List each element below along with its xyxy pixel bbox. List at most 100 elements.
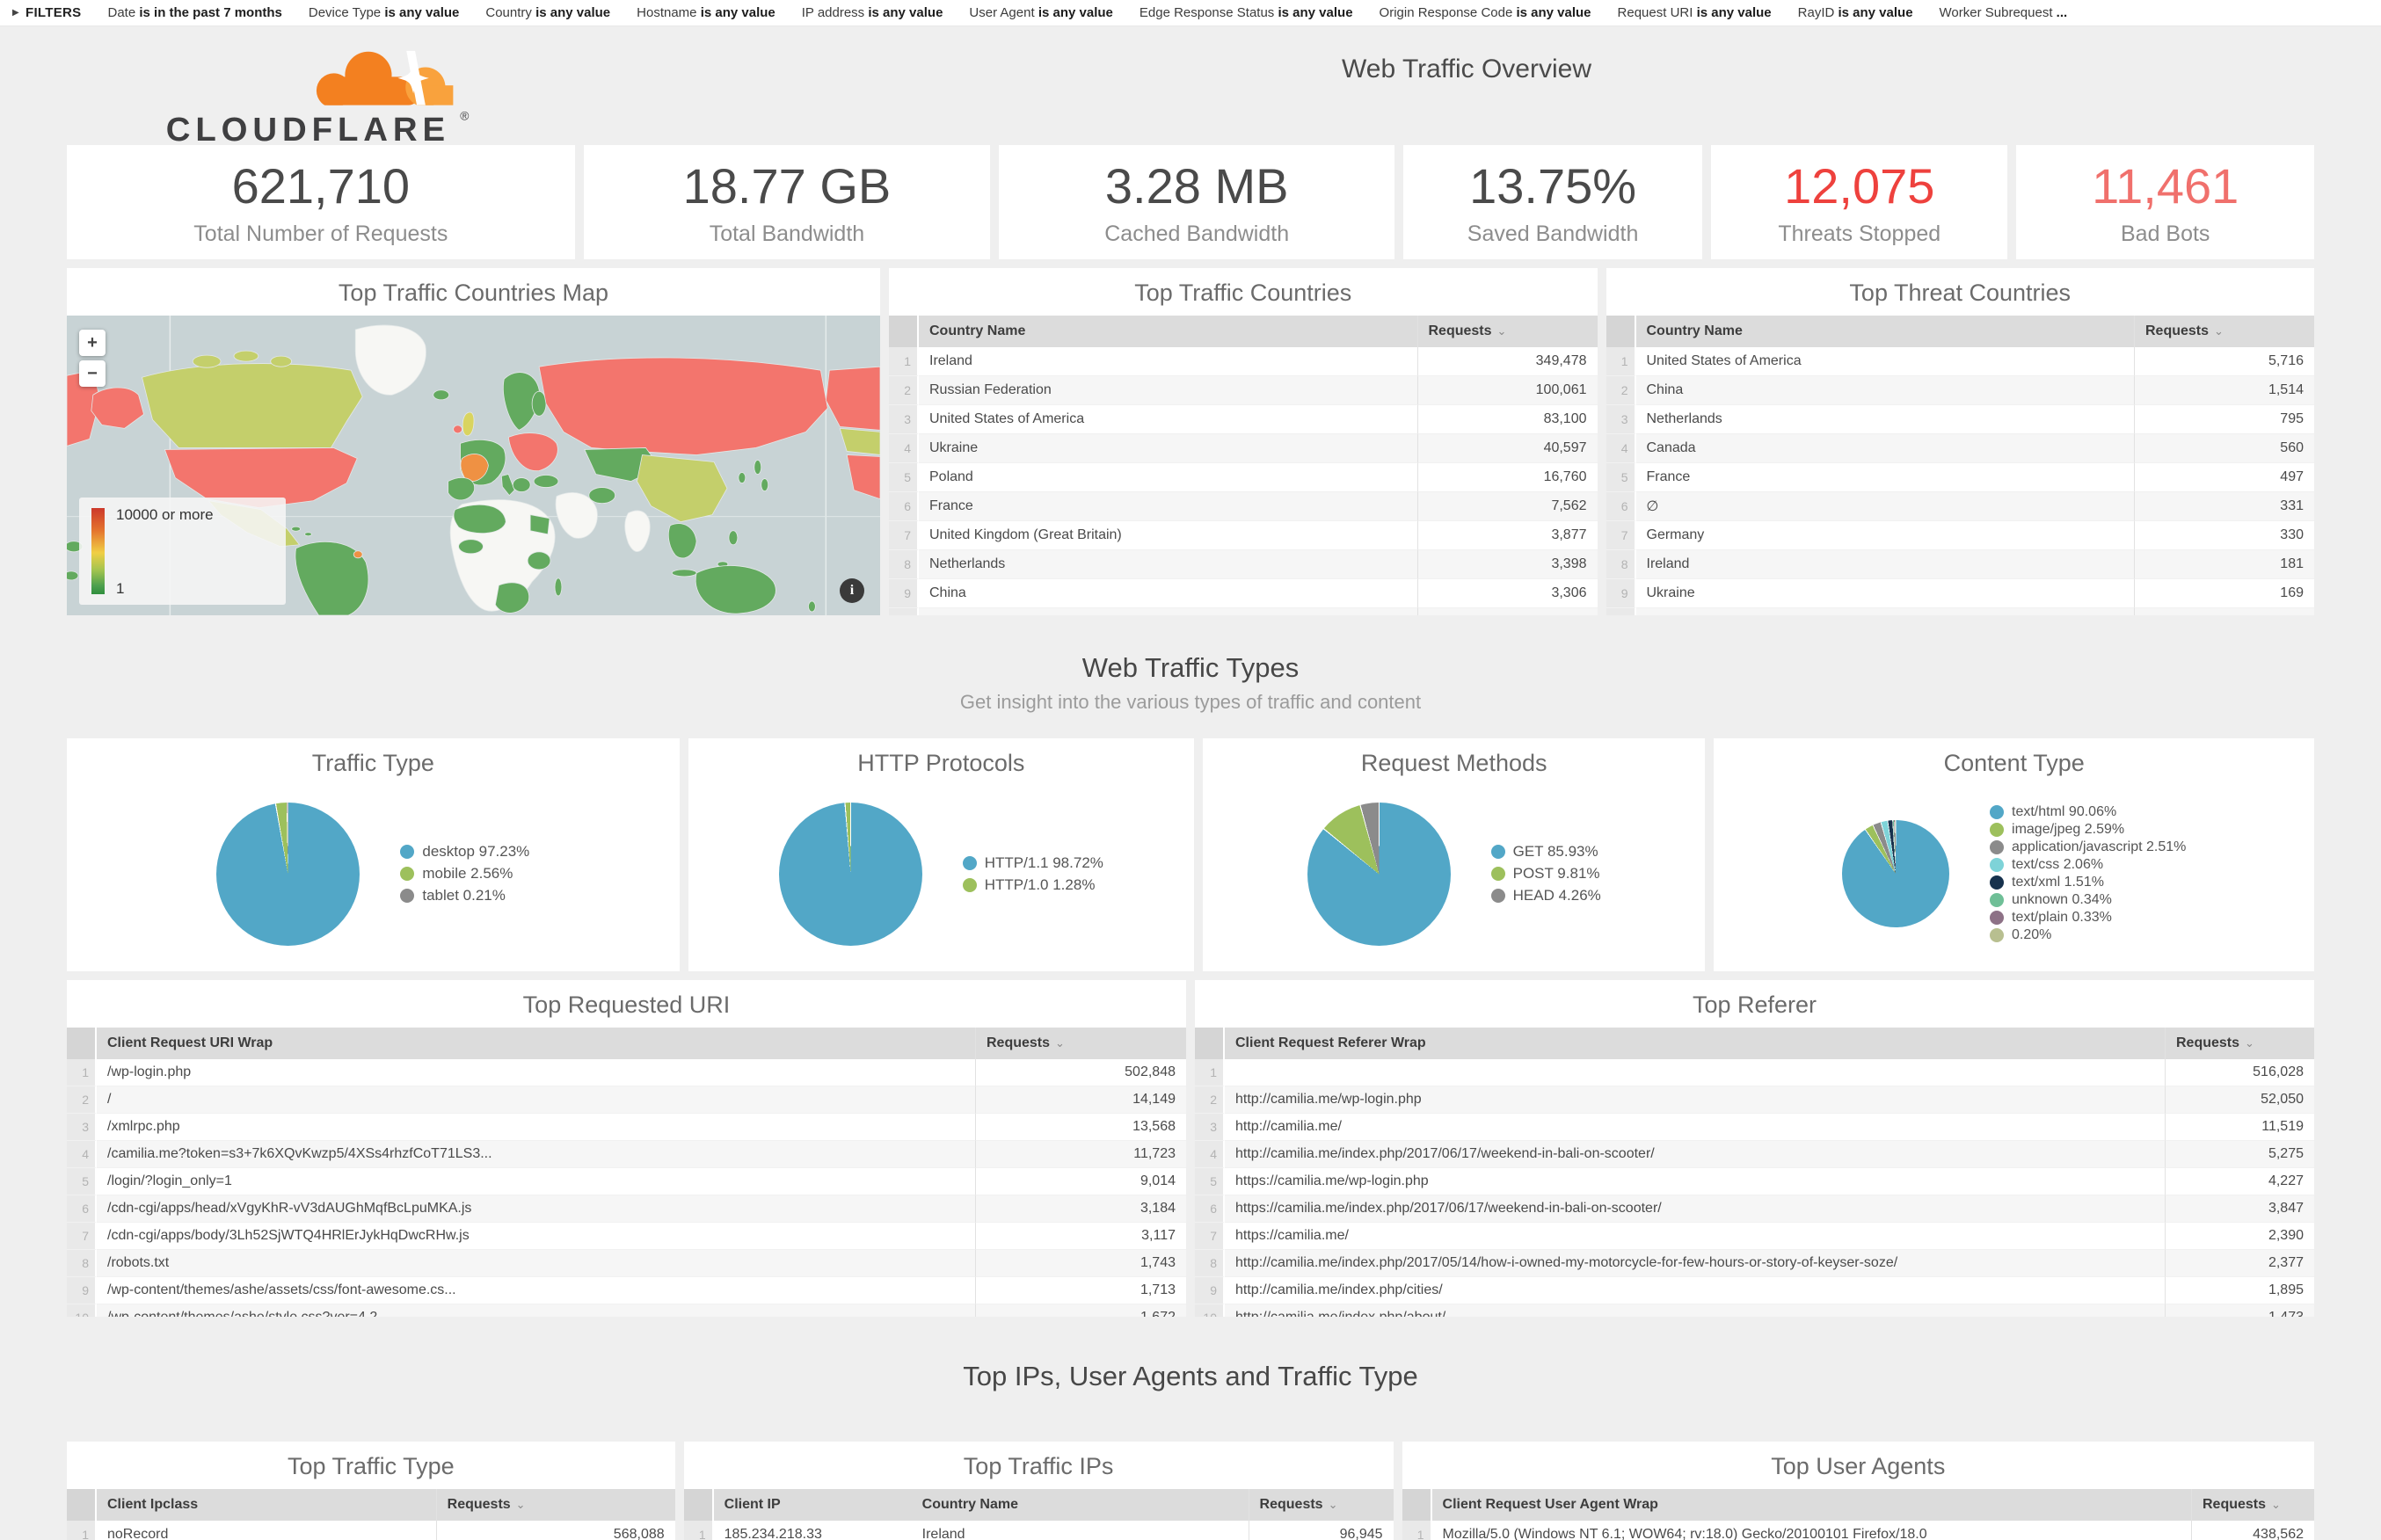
map-info-button[interactable]: i xyxy=(840,578,864,603)
legend-swatch-icon xyxy=(1990,928,2005,942)
table-row[interactable]: 7/cdn-cgi/apps/body/3Lh52SjWTQ4HRlErJykH… xyxy=(67,1223,1186,1250)
content-type-card: Content Type text/html 90.06% image/jpeg … xyxy=(1714,738,2314,971)
column-header-referer[interactable]: Client Request Referer Wrap xyxy=(1225,1028,2165,1059)
table-row[interactable]: 3/xmlrpc.php 13,568 xyxy=(67,1114,1186,1141)
column-header-ipclass[interactable]: Client Ipclass xyxy=(97,1489,436,1521)
table-row[interactable]: 6/cdn-cgi/apps/head/xVgyKhR-vV3dAUGhMqfB… xyxy=(67,1195,1186,1223)
card-title: Top Traffic Type xyxy=(288,1453,455,1479)
legend-swatch-icon xyxy=(1990,875,2005,890)
traffic-type-legend: desktop 97.23% mobile 2.56% tablet 0.21% xyxy=(400,843,529,904)
table-row[interactable]: 7 United Kingdom (Great Britain) 3,877 xyxy=(889,521,1598,550)
table-row[interactable]: 4 http://camilia.me/index.php/2017/06/17/… xyxy=(1195,1141,2314,1168)
table-row[interactable]: 5 France 497 xyxy=(1606,463,2314,492)
filter-item[interactable]: Origin Response Code is any value xyxy=(1379,5,1591,20)
column-header-country[interactable]: Country Name xyxy=(911,1489,1249,1521)
top-threat-countries-table: Country Name Requests ⌄ 1 United States of… xyxy=(1606,316,2314,615)
table-row[interactable]: 4 Ukraine 40,597 xyxy=(889,434,1598,463)
table-row[interactable]: 6 France 7,562 xyxy=(889,492,1598,521)
legend-swatch-icon xyxy=(1990,823,2005,837)
table-row[interactable]: 8 http://camilia.me/index.php/2017/05/14/… xyxy=(1195,1250,2314,1277)
table-row[interactable]: 10/wp-content/themes/ashe/style.css?ver=… xyxy=(67,1304,1186,1317)
legend-item: text/xml 1.51% xyxy=(1990,875,2186,890)
filters-toggle[interactable]: ▶ FILTERS xyxy=(12,5,81,20)
table-row[interactable]: 2 http://camilia.me/wp-login.php 52,050 xyxy=(1195,1086,2314,1114)
map-legend-gradient xyxy=(91,508,105,594)
filter-item[interactable]: Device Type is any value xyxy=(308,5,460,20)
section-title-traffic-types: Web Traffic Types xyxy=(1081,652,1300,683)
kpi-total-requests: 621,710 Total Number of Requests xyxy=(67,145,575,259)
table-row[interactable]: 10Canada3,215 xyxy=(889,608,1598,615)
table-row[interactable]: 10http://camilia.me/index.php/about/1,47… xyxy=(1195,1304,2314,1317)
table-row[interactable]: 8 Netherlands 3,398 xyxy=(889,550,1598,579)
filter-item[interactable]: Hostname is any value xyxy=(637,5,775,20)
table-row[interactable]: 5/login/?login_only=1 9,014 xyxy=(67,1168,1186,1195)
column-header-requests[interactable]: Requests ⌄ xyxy=(1416,316,1598,347)
http-protocols-pie-chart[interactable] xyxy=(778,802,922,946)
table-row[interactable]: 4/camilia.me?token=s3+7k6XQvKwzp5/4XSs4r… xyxy=(67,1141,1186,1168)
column-header-uri[interactable]: Client Request URI Wrap xyxy=(97,1028,975,1059)
cloudflare-logo: CLOUDFLARE ® xyxy=(165,40,513,152)
column-header-requests[interactable]: Requests ⌄ xyxy=(1248,1489,1394,1521)
table-row[interactable]: 2 China 1,514 xyxy=(1606,376,2314,405)
table-row[interactable]: 1 Ireland 349,478 xyxy=(889,347,1598,376)
column-header-requests[interactable]: Requests ⌄ xyxy=(975,1028,1186,1059)
filter-item[interactable]: Country is any value xyxy=(485,5,611,20)
table-row[interactable]: 5 Poland 16,760 xyxy=(889,463,1598,492)
table-row[interactable]: 5 https://camilia.me/wp-login.php 4,227 xyxy=(1195,1168,2314,1195)
legend-swatch-icon xyxy=(400,867,415,881)
column-header-requests[interactable]: Requests ⌄ xyxy=(2191,1489,2314,1521)
table-row[interactable]: 7 Germany 330 xyxy=(1606,521,2314,550)
table-row[interactable]: 4 Canada 560 xyxy=(1606,434,2314,463)
table-row[interactable]: 1 Mozilla/5.0 (Windows NT 6.1; WOW64; rv:… xyxy=(1402,1521,2314,1540)
traffic-type-pie-chart[interactable] xyxy=(216,802,360,946)
table-row[interactable]: 9 Ukraine 169 xyxy=(1606,579,2314,608)
filter-item[interactable]: RayID is any value xyxy=(1797,5,1913,20)
legend-item: HTTP/1.1 98.72% xyxy=(962,854,1103,872)
column-header-country[interactable]: Country Name xyxy=(919,316,1417,347)
column-header-requests[interactable]: Requests ⌄ xyxy=(2134,316,2314,347)
table-row[interactable]: 9/wp-content/themes/ashe/assets/css/font… xyxy=(67,1277,1186,1304)
table-row[interactable]: 6 https://camilia.me/index.php/2017/06/17… xyxy=(1195,1195,2314,1223)
table-row[interactable]: 2 Russian Federation 100,061 xyxy=(889,376,1598,405)
filter-item[interactable]: Edge Response Status is any value xyxy=(1139,5,1353,20)
legend-swatch-icon xyxy=(1990,858,2005,872)
request-methods-pie-chart[interactable] xyxy=(1307,802,1451,946)
filter-item[interactable]: Request URI is any value xyxy=(1617,5,1772,20)
table-row[interactable]: 1 noRecord 568,088 xyxy=(67,1521,675,1540)
column-header-requests[interactable]: Requests ⌄ xyxy=(2165,1028,2314,1059)
table-row[interactable]: 3 http://camilia.me/11,519 xyxy=(1195,1114,2314,1141)
map-zoom-in-button[interactable]: + xyxy=(79,330,106,356)
legend-swatch-icon xyxy=(1490,889,1505,903)
filter-item[interactable]: User Agent is any value xyxy=(969,5,1113,20)
filter-item[interactable]: IP address is any value xyxy=(801,5,943,20)
table-row[interactable]: 6 ∅ 331 xyxy=(1606,492,2314,521)
table-row[interactable]: 3 United States of America 83,100 xyxy=(889,405,1598,434)
table-row[interactable]: 10Singapore158 xyxy=(1606,608,2314,615)
column-header-user-agent[interactable]: Client Request User Agent Wrap xyxy=(1431,1489,2191,1521)
table-row[interactable]: 2/14,149 xyxy=(67,1086,1186,1114)
kpi-value: 12,075 xyxy=(1784,158,1935,214)
table-row[interactable]: 1 185.234.218.33 Ireland 96,945 xyxy=(683,1521,1394,1540)
table-row[interactable]: 3 Netherlands 795 xyxy=(1606,405,2314,434)
map-legend: 10000 or more 1 xyxy=(79,498,286,605)
table-row[interactable]: 8 Ireland 181 xyxy=(1606,550,2314,579)
map-zoom-out-button[interactable]: − xyxy=(79,360,106,387)
legend-swatch-icon xyxy=(400,889,415,903)
filter-item[interactable]: Worker Subrequest ... xyxy=(1939,5,2068,20)
table-row[interactable]: 9 http://camilia.me/index.php/cities/1,89… xyxy=(1195,1277,2314,1304)
column-header-client-ip[interactable]: Client IP xyxy=(713,1489,912,1521)
table-row[interactable]: 8/robots.txt 1,743 xyxy=(67,1250,1186,1277)
table-row[interactable]: 1 516,028 xyxy=(1195,1059,2314,1086)
table-row[interactable]: 1/wp-login.php 502,848 xyxy=(67,1059,1186,1086)
table-row[interactable]: 9 China 3,306 xyxy=(889,579,1598,608)
legend-swatch-icon xyxy=(1490,867,1505,881)
filter-item[interactable]: Date is in the past 7 months xyxy=(107,5,282,20)
column-header-requests[interactable]: Requests ⌄ xyxy=(435,1489,675,1521)
table-row[interactable]: 1 United States of America 5,716 xyxy=(1606,347,2314,376)
table-row[interactable]: 7 https://camilia.me/2,390 xyxy=(1195,1223,2314,1250)
column-header-country[interactable]: Country Name xyxy=(1635,316,2134,347)
card-title: Top User Agents xyxy=(1771,1453,1946,1479)
content-type-pie-chart[interactable] xyxy=(1842,820,1950,927)
world-map[interactable]: + − 10000 or more 1 i xyxy=(67,316,880,615)
